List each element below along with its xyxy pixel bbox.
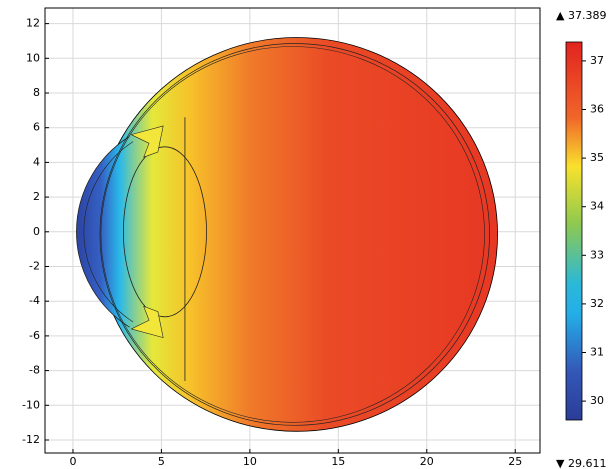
y-tick-label: -8 [29, 364, 40, 377]
colorbar-tick-label: 32 [590, 297, 604, 310]
y-tick-label: 2 [33, 190, 40, 203]
y-tick-label: 6 [33, 121, 40, 134]
x-tick-label: 10 [243, 455, 257, 468]
colorbar-tick-label: 35 [590, 151, 604, 164]
cornea [76, 118, 307, 345]
colorbar-tick-label: 37 [590, 54, 604, 67]
colorbar-tick-label: 34 [590, 200, 604, 213]
colorbar-min-label: ▼ 29.611 [556, 457, 606, 469]
colorbar-tick-label: 30 [590, 394, 604, 407]
eye-model [76, 37, 497, 431]
colorbar-tick-label: 31 [590, 345, 604, 358]
x-tick-label: 5 [158, 455, 165, 468]
colorbar-tick-label: 33 [590, 248, 604, 261]
y-tick-label: 10 [26, 51, 40, 64]
x-tick-label: 15 [331, 455, 345, 468]
y-tick-label: -6 [29, 329, 40, 342]
colorbar-max-label: ▲ 37.389 [556, 9, 606, 22]
y-tick-label: 4 [33, 155, 40, 168]
y-tick-label: -2 [29, 259, 40, 272]
y-tick-label: 12 [26, 17, 40, 30]
colorbar [566, 42, 582, 420]
y-tick-label: 0 [33, 225, 40, 238]
y-tick-label: -10 [22, 398, 40, 411]
chart: 0 5 10 15 20 25 -12 -10 -8 -6 -4 -2 0 2 4 6 8 10 12 30 31 32 3… [0, 0, 611, 469]
y-tick-label: -12 [22, 433, 40, 446]
colorbar-tick-label: 36 [590, 103, 604, 116]
x-tick-label: 25 [508, 455, 522, 468]
x-tick-label: 20 [420, 455, 434, 468]
y-tick-label: -4 [29, 294, 40, 307]
y-tick-label: 8 [33, 86, 40, 99]
x-tick-label: 0 [69, 455, 76, 468]
